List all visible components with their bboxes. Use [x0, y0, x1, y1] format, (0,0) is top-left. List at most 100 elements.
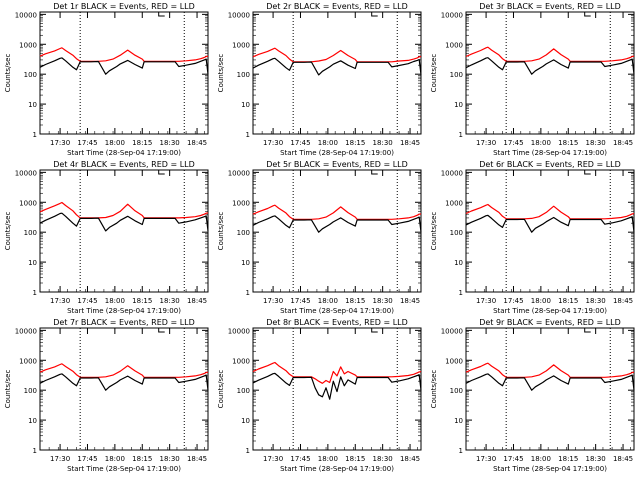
x-tick-label: 18:15 [558, 139, 578, 147]
y-tick-label: 10 [28, 259, 37, 267]
y-tick-label: 100 [24, 387, 37, 395]
panel-title: Det 2r BLACK = Events, RED = LLD [266, 2, 408, 11]
y-tick-label: 10000 [228, 169, 250, 177]
y-tick-label: 1000 [232, 41, 250, 49]
x-tick-label: 18:45 [400, 297, 420, 305]
x-tick-label: 17:45 [290, 139, 310, 147]
plot-frame [465, 327, 635, 451]
y-tick-label: 1000 [445, 199, 463, 207]
x-tick-label: 18:15 [132, 455, 152, 463]
events-series-line [39, 57, 209, 75]
x-axis-label: Start Time (28-Sep-04 17:19:00) [493, 307, 607, 315]
y-tick-label: 1 [459, 447, 463, 455]
y-tick-label: 10000 [15, 169, 37, 177]
x-tick-label: 18:00 [318, 297, 338, 305]
saa-marker [371, 12, 378, 17]
x-tick-label: 18:15 [132, 297, 152, 305]
x-tick-label: 17:30 [263, 297, 283, 305]
panel-title: Det 6r BLACK = Events, RED = LLD [479, 160, 621, 169]
detector-panel: Det 7r BLACK = Events, RED = LLD Counts/s… [4, 318, 209, 473]
x-tick-label: 17:30 [50, 297, 70, 305]
y-tick-label: 1 [33, 447, 37, 455]
y-tick-label: 10 [28, 101, 37, 109]
x-tick-label: 18:45 [613, 455, 633, 463]
x-axis-label: Start Time (28-Sep-04 17:19:00) [493, 465, 607, 473]
x-axis-label: Start Time (28-Sep-04 17:19:00) [280, 465, 394, 473]
lld-series-line [39, 363, 209, 378]
panel-title: Det 3r BLACK = Events, RED = LLD [479, 2, 621, 11]
y-tick-label: 1 [246, 131, 250, 139]
detector-panel: Det 3r BLACK = Events, RED = LLD Counts/s… [430, 2, 635, 157]
x-tick-label: 18:00 [531, 139, 551, 147]
y-tick-label: 100 [450, 229, 463, 237]
y-tick-label: 1000 [19, 41, 37, 49]
panel-title: Det 4r BLACK = Events, RED = LLD [53, 160, 195, 169]
x-tick-label: 17:30 [476, 455, 496, 463]
y-tick-label: 1 [459, 289, 463, 297]
lld-series-line [39, 201, 209, 219]
y-tick-label: 10 [241, 259, 250, 267]
y-tick-label: 10000 [441, 327, 463, 335]
x-tick-label: 18:45 [613, 297, 633, 305]
lld-series-line [252, 204, 422, 220]
lld-series-line [465, 46, 635, 62]
x-tick-label: 18:15 [558, 455, 578, 463]
lld-series-line [465, 203, 635, 220]
saa-marker [584, 12, 591, 17]
plot-frame [39, 11, 209, 135]
x-tick-label: 18:15 [132, 139, 152, 147]
x-axis-label: Start Time (28-Sep-04 17:19:00) [280, 307, 394, 315]
x-tick-label: 17:45 [77, 297, 97, 305]
saa-marker [158, 12, 165, 17]
y-axis-label: Counts/sec [4, 370, 12, 409]
plot-frame [39, 327, 209, 451]
y-tick-label: 1 [33, 289, 37, 297]
x-tick-label: 18:45 [613, 139, 633, 147]
saa-marker [584, 170, 591, 175]
x-tick-label: 17:30 [476, 139, 496, 147]
y-axis-label: Counts/sec [217, 212, 225, 251]
panel-title: Det 7r BLACK = Events, RED = LLD [53, 318, 195, 327]
lld-series-line [252, 361, 422, 384]
x-tick-label: 17:45 [77, 139, 97, 147]
x-axis-label: Start Time (28-Sep-04 17:19:00) [280, 149, 394, 157]
x-tick-label: 18:30 [586, 297, 606, 305]
y-axis-label: Counts/sec [4, 212, 12, 251]
y-tick-label: 10 [454, 417, 463, 425]
events-series-line [465, 214, 635, 233]
y-tick-label: 10000 [228, 11, 250, 19]
x-tick-label: 17:45 [77, 455, 97, 463]
events-series-line [252, 57, 422, 76]
x-tick-label: 18:00 [531, 455, 551, 463]
y-tick-label: 1 [246, 289, 250, 297]
x-tick-label: 17:30 [263, 139, 283, 147]
y-tick-label: 1000 [19, 357, 37, 365]
x-tick-label: 18:15 [345, 455, 365, 463]
y-tick-label: 1000 [232, 357, 250, 365]
y-tick-label: 100 [24, 71, 37, 79]
y-tick-label: 100 [450, 387, 463, 395]
panel-title: Det 5r BLACK = Events, RED = LLD [266, 160, 408, 169]
x-axis-label: Start Time (28-Sep-04 17:19:00) [67, 465, 181, 473]
y-tick-label: 10 [454, 259, 463, 267]
events-series-line [465, 57, 635, 75]
x-tick-label: 17:45 [290, 455, 310, 463]
saa-marker [584, 328, 591, 333]
y-tick-label: 100 [237, 71, 250, 79]
x-tick-label: 18:45 [187, 297, 207, 305]
detector-panel: Det 9r BLACK = Events, RED = LLD Counts/s… [430, 318, 635, 473]
events-series-line [252, 215, 422, 233]
x-tick-label: 18:30 [160, 297, 180, 305]
plot-frame [252, 169, 422, 293]
x-tick-label: 18:15 [345, 297, 365, 305]
y-tick-label: 100 [237, 387, 250, 395]
detector-panel: Det 6r BLACK = Events, RED = LLD Counts/s… [430, 160, 635, 315]
x-tick-label: 18:15 [345, 139, 365, 147]
x-tick-label: 18:00 [318, 139, 338, 147]
y-tick-label: 100 [237, 229, 250, 237]
x-tick-label: 18:00 [531, 297, 551, 305]
saa-marker [158, 328, 165, 333]
x-tick-label: 18:45 [187, 455, 207, 463]
y-tick-label: 1 [246, 447, 250, 455]
